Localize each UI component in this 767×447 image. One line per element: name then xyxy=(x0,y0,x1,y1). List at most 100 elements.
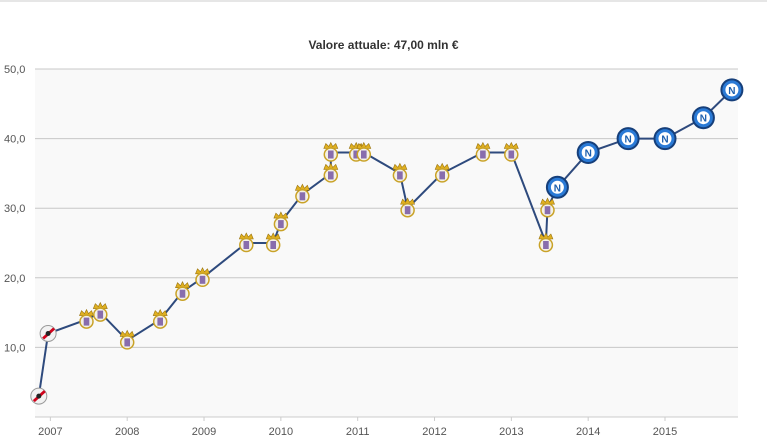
badge-band xyxy=(397,171,403,180)
badge-band xyxy=(543,241,549,249)
x-tick-label: 2008 xyxy=(115,426,139,438)
badge-band xyxy=(157,317,163,326)
chart-title: Valore attuale: 47,00 mln € xyxy=(308,38,459,52)
badge-inner xyxy=(621,132,635,146)
badge-band xyxy=(124,338,130,347)
y-tick-label: 40,0 xyxy=(4,134,25,146)
badge-band xyxy=(179,289,186,298)
crown-icon xyxy=(503,141,519,149)
x-tick-label: 2015 xyxy=(653,426,677,438)
x-tick-label: 2010 xyxy=(269,426,293,438)
real-madrid-badge-icon xyxy=(475,141,491,162)
badge-band xyxy=(243,241,250,249)
badge-inner xyxy=(581,146,595,159)
badge-letter: N xyxy=(585,149,592,160)
real-madrid-badge-icon xyxy=(538,232,554,253)
real-madrid-badge-icon xyxy=(434,162,450,183)
river-plate-badge-icon xyxy=(30,387,48,405)
badge-band xyxy=(83,317,90,326)
crown-icon xyxy=(475,141,491,149)
crown-icon xyxy=(356,141,372,149)
badge-letter: N xyxy=(700,114,707,125)
crown-icon xyxy=(540,197,555,205)
napoli-badge-icon: N xyxy=(616,127,640,151)
top-divider xyxy=(0,0,767,2)
napoli-badge-icon: N xyxy=(653,127,677,151)
crown-icon xyxy=(323,162,339,170)
badge-band xyxy=(508,150,515,159)
real-madrid-badge-icon xyxy=(152,308,168,329)
crown-icon xyxy=(273,211,289,219)
badge-band xyxy=(544,206,551,215)
badge-band xyxy=(361,150,367,159)
real-madrid-badge-icon xyxy=(265,232,281,253)
y-tick-label: 50,0 xyxy=(4,64,25,76)
plot-area xyxy=(35,69,738,417)
real-madrid-badge-icon xyxy=(119,329,135,350)
badge-center xyxy=(45,331,51,336)
real-madrid-badge-icon xyxy=(540,197,555,218)
real-madrid-badge-icon xyxy=(238,232,254,253)
badge-band xyxy=(97,310,104,319)
badge-letter: N xyxy=(624,135,631,146)
real-madrid-badge-icon xyxy=(79,308,94,329)
crown-icon xyxy=(238,232,254,240)
crown-icon xyxy=(195,267,210,275)
badge-band xyxy=(278,220,284,229)
x-tick-label: 2012 xyxy=(422,426,446,438)
x-tick-label: 2013 xyxy=(499,426,523,438)
badge-band xyxy=(404,206,411,215)
real-madrid-badge-icon xyxy=(273,211,289,232)
napoli-badge-icon: N xyxy=(545,175,569,199)
badge-band xyxy=(439,171,445,180)
real-madrid-badge-icon xyxy=(356,141,372,162)
crown-icon xyxy=(92,301,108,309)
x-tick-label: 2011 xyxy=(346,426,370,438)
badge-band xyxy=(199,275,206,284)
crown-icon xyxy=(265,232,281,240)
crown-icon xyxy=(400,197,416,205)
badge-band xyxy=(480,150,486,159)
y-tick-label: 30,0 xyxy=(4,203,25,215)
badge-letter: N xyxy=(661,135,668,146)
real-madrid-badge-icon xyxy=(323,141,339,162)
napoli-badge-icon: N xyxy=(720,78,744,102)
badge-band xyxy=(270,241,276,249)
real-madrid-badge-icon xyxy=(503,141,519,162)
x-tick-label: 2007 xyxy=(38,426,62,438)
badge-inner xyxy=(550,180,564,194)
crown-icon xyxy=(434,162,450,170)
river-plate-badge-icon xyxy=(39,325,57,342)
crown-icon xyxy=(294,183,310,191)
real-madrid-badge-icon xyxy=(294,183,310,204)
real-madrid-badge-icon xyxy=(195,267,210,288)
badge-inner xyxy=(658,132,672,146)
badge-letter: N xyxy=(554,183,561,194)
badge-center xyxy=(36,393,42,399)
y-tick-label: 20,0 xyxy=(4,273,25,285)
real-madrid-badge-icon xyxy=(323,162,339,183)
y-tick-label: 10,0 xyxy=(4,342,25,354)
x-tick-label: 2009 xyxy=(192,426,216,438)
real-madrid-badge-icon xyxy=(400,197,416,218)
crown-icon xyxy=(152,308,168,316)
badge-band xyxy=(328,171,334,180)
badge-band xyxy=(328,150,334,159)
badge-band xyxy=(353,150,359,159)
x-tick-label: 2014 xyxy=(576,426,600,438)
napoli-badge-icon: N xyxy=(576,141,600,164)
napoli-badge-icon: N xyxy=(691,106,715,130)
crown-icon xyxy=(323,141,339,149)
badge-inner xyxy=(696,111,710,125)
badge-band xyxy=(299,192,306,201)
real-madrid-badge-icon xyxy=(392,162,408,183)
badge-letter: N xyxy=(728,86,735,97)
real-madrid-badge-icon xyxy=(92,301,108,322)
real-madrid-badge-icon xyxy=(175,281,190,301)
crown-icon xyxy=(392,162,408,170)
badge-inner xyxy=(725,83,739,97)
crown-icon xyxy=(175,281,190,289)
crown-icon xyxy=(119,329,135,337)
crown-icon xyxy=(538,232,554,240)
